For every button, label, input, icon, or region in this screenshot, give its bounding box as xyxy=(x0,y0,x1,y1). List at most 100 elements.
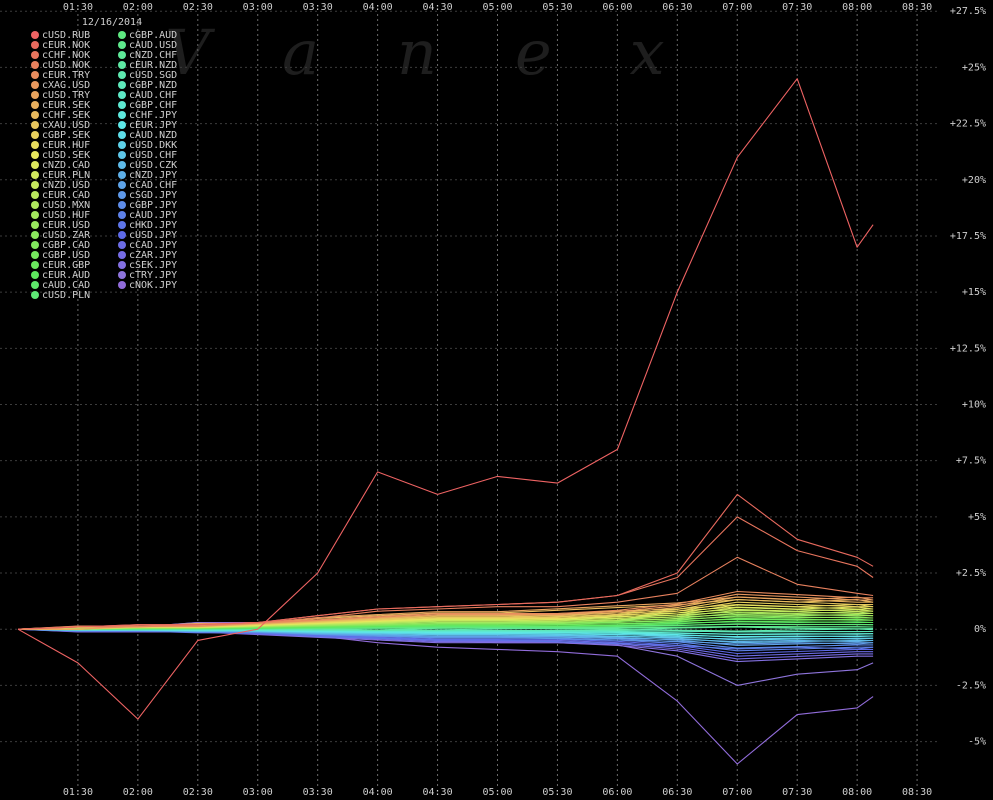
legend-label: cCHF.SEK xyxy=(42,110,90,121)
legend-label: cXAU.USD xyxy=(42,120,90,131)
legend-label: cNZD.USD xyxy=(42,180,90,191)
x-tick-label: 05:00 xyxy=(482,2,512,13)
legend-label: cUSD.SEK xyxy=(42,150,90,161)
legend-marker xyxy=(31,261,39,269)
x-tick-label: 04:00 xyxy=(363,2,393,13)
series-lines xyxy=(17,78,874,765)
legend-marker xyxy=(31,131,39,139)
x-tick-label: 01:30 xyxy=(63,2,93,13)
legend-marker xyxy=(31,121,39,129)
legend-marker xyxy=(118,41,126,49)
x-tick-label: 02:00 xyxy=(123,787,153,798)
x-tick-label: 02:30 xyxy=(183,2,213,13)
legend-marker xyxy=(118,231,126,239)
legend-label: cUSD.SGD xyxy=(129,70,177,81)
legend-marker xyxy=(31,51,39,59)
legend-label: cUSD.PLN xyxy=(42,290,90,301)
x-tick-label: 05:30 xyxy=(542,787,572,798)
legend-marker xyxy=(31,141,39,149)
legend-marker xyxy=(118,91,126,99)
legend-marker xyxy=(118,261,126,269)
legend-marker xyxy=(31,271,39,279)
legend-label: cGBP.CAD xyxy=(42,240,90,251)
legend-label: cEUR.USD xyxy=(42,220,90,231)
x-tick-label: 03:00 xyxy=(243,2,273,13)
legend-marker xyxy=(31,291,39,299)
series-line xyxy=(17,78,874,720)
legend-label: cGBP.CHF xyxy=(129,100,177,111)
x-tick-label: 03:30 xyxy=(303,2,333,13)
x-tick-label: 01:30 xyxy=(63,787,93,798)
legend-label: cNZD.CAD xyxy=(42,160,90,171)
legend-marker xyxy=(31,61,39,69)
legend-marker xyxy=(118,101,126,109)
legend-marker xyxy=(31,281,39,289)
y-tick-label: +15% xyxy=(962,287,986,298)
legend-label: cUSD.RUB xyxy=(42,30,90,41)
x-tick-label: 02:00 xyxy=(123,2,153,13)
y-tick-label: +12.5% xyxy=(950,343,986,354)
legend-label: cEUR.PLN xyxy=(42,170,90,181)
x-tick-label: 07:00 xyxy=(722,2,752,13)
y-tick-label: +22.5% xyxy=(950,119,986,130)
legend-marker xyxy=(31,81,39,89)
y-tick-label: +2.5% xyxy=(956,568,986,579)
legend-label: cZAR.JPY xyxy=(129,250,177,261)
legend-marker xyxy=(118,111,126,119)
legend-label: cUSD.CHF xyxy=(129,150,177,161)
watermark: Vanex xyxy=(165,16,743,89)
legend-label: cAUD.CHF xyxy=(129,90,177,101)
x-tick-label: 05:00 xyxy=(482,787,512,798)
legend-label: cGBP.SEK xyxy=(42,130,90,141)
legend-label: cSEK.JPY xyxy=(129,260,177,271)
y-tick-label: +7.5% xyxy=(956,456,986,467)
legend-marker xyxy=(118,141,126,149)
legend-marker xyxy=(31,101,39,109)
legend-marker xyxy=(31,31,39,39)
legend-label: cAUD.USD xyxy=(129,40,177,51)
legend-label: cAUD.NZD xyxy=(129,130,177,141)
x-tick-label: 06:30 xyxy=(662,787,692,798)
legend-marker xyxy=(118,151,126,159)
x-tick-label: 08:30 xyxy=(902,787,932,798)
legend-label: cUSD.TRY xyxy=(42,90,90,101)
legend-marker xyxy=(31,91,39,99)
legend-marker xyxy=(31,181,39,189)
series-line xyxy=(18,628,874,650)
legend-label: cUSD.NOK xyxy=(42,60,90,71)
y-tick-label: +10% xyxy=(962,399,986,410)
legend-label: cEUR.HUF xyxy=(42,140,90,151)
legend-label: cUSD.JPY xyxy=(129,230,177,241)
legend-marker xyxy=(31,211,39,219)
y-tick-label: -2.5% xyxy=(956,680,986,691)
legend-label: cEUR.GBP xyxy=(42,260,90,271)
legend-label: cEUR.JPY xyxy=(129,120,177,131)
legend-label: cXAG.USD xyxy=(42,80,90,91)
x-tick-label: 03:30 xyxy=(303,787,333,798)
legend-label: cUSD.ZAR xyxy=(42,230,91,241)
legend-marker xyxy=(118,171,126,179)
legend-label: cGBP.USD xyxy=(42,250,90,261)
legend-label: cEUR.AUD xyxy=(42,270,90,281)
legend-marker xyxy=(118,131,126,139)
series-line xyxy=(17,556,874,630)
legend-marker xyxy=(31,111,39,119)
legend-marker xyxy=(118,191,126,199)
series-line xyxy=(17,493,874,630)
y-tick-label: -5% xyxy=(968,737,986,748)
legend-label: cNZD.CHF xyxy=(129,50,177,61)
legend-marker xyxy=(118,81,126,89)
date-label: 12/16/2014 xyxy=(82,17,142,28)
x-tick-label: 08:30 xyxy=(902,2,932,13)
legend-label: cHKD.JPY xyxy=(129,220,177,231)
legend-marker xyxy=(118,121,126,129)
legend-marker xyxy=(31,161,39,169)
legend-label: cCHF.JPY xyxy=(129,110,177,121)
x-tick-label: 04:30 xyxy=(423,2,453,13)
x-tick-label: 07:30 xyxy=(782,787,812,798)
legend-label: cNOK.JPY xyxy=(129,280,177,291)
legend-marker xyxy=(118,181,126,189)
legend-label: cEUR.NOK xyxy=(42,40,90,51)
